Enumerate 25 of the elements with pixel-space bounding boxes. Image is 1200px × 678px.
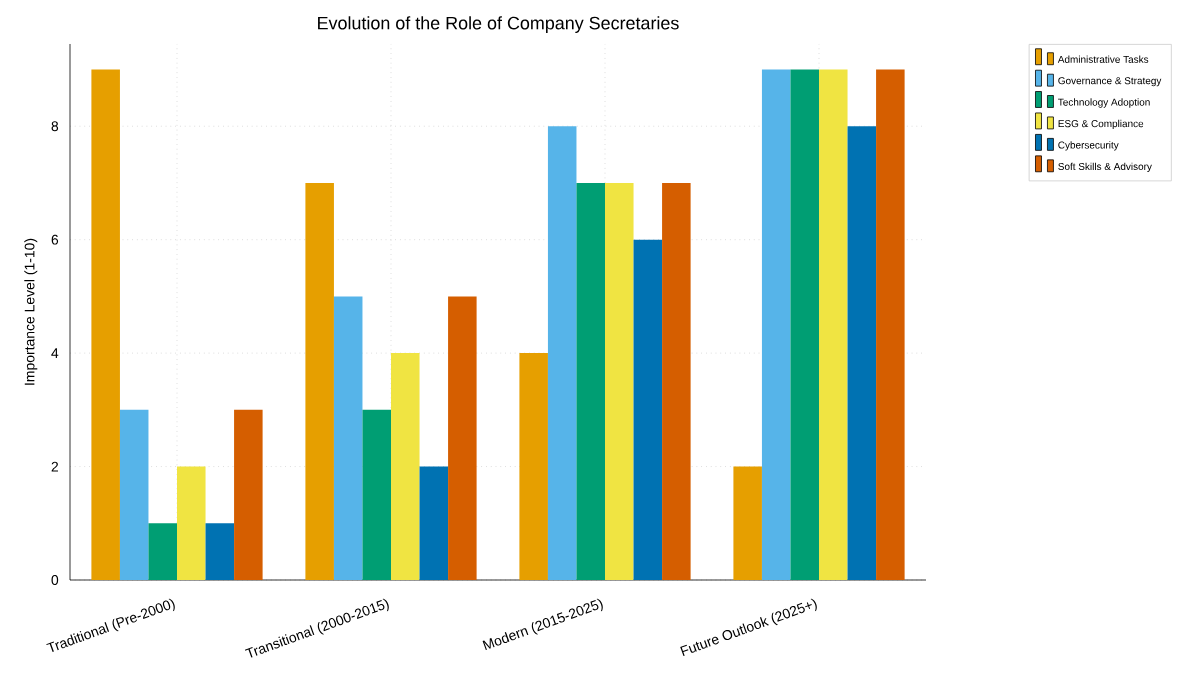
bar (847, 126, 877, 580)
bar (790, 69, 820, 580)
bar (547, 126, 577, 580)
bar (876, 69, 905, 580)
bar (733, 466, 762, 580)
bar (448, 296, 477, 580)
bar (419, 466, 449, 580)
bar (234, 409, 263, 580)
bar (391, 353, 420, 580)
bar (605, 182, 634, 580)
bar (819, 69, 848, 580)
bar (148, 523, 177, 580)
bar (177, 466, 206, 580)
bar (633, 239, 663, 580)
bar (333, 296, 363, 580)
bar (91, 69, 120, 580)
bar (205, 523, 235, 580)
bar (519, 353, 548, 580)
bar (576, 182, 606, 580)
bar (305, 182, 334, 580)
bar (362, 409, 391, 580)
bar (761, 69, 791, 580)
bar (119, 409, 149, 580)
bar (662, 182, 691, 580)
chart-title: Evolution of the Role of Company Secretaries (318, 16, 679, 33)
